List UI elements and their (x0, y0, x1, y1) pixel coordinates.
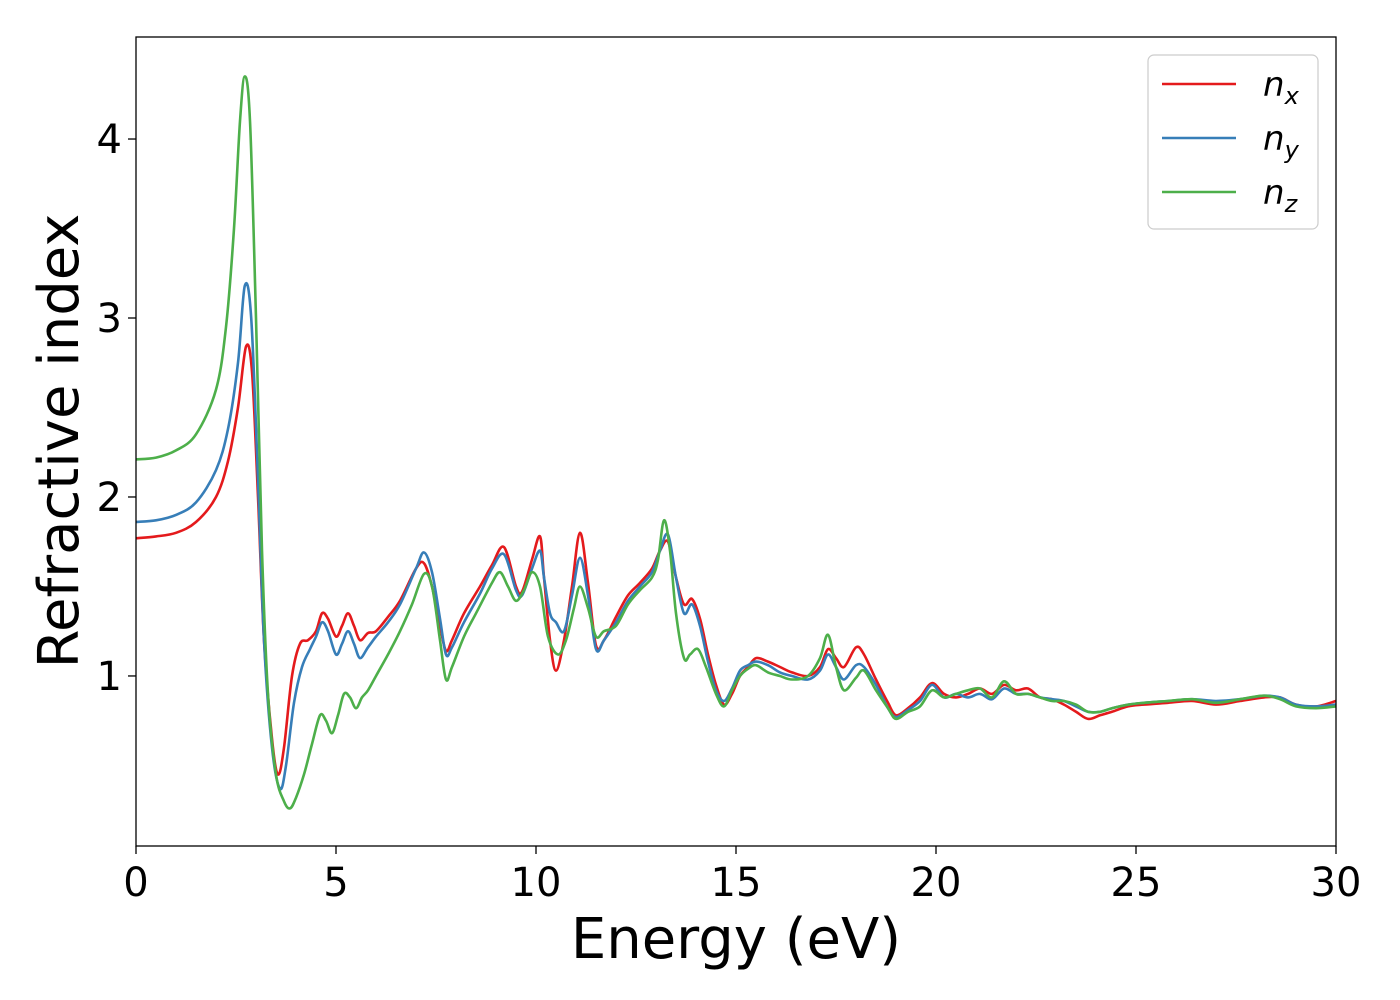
x-tick-label-20: 20 (911, 860, 962, 906)
y-tick-label-4: 4 (97, 117, 122, 163)
y-tick-label-2: 2 (97, 475, 122, 521)
x-tick-label-25: 25 (1111, 860, 1162, 906)
y-tick-label-3: 3 (97, 296, 122, 342)
axis-layer: 0 5 10 15 20 25 30 1 2 3 4 (97, 117, 1362, 906)
series-line-ny (135, 281, 1337, 791)
x-tick-label-15: 15 (711, 860, 762, 906)
x-tick-label-10: 10 (511, 860, 562, 906)
x-tick-label-30: 30 (1311, 860, 1362, 906)
x-tick-label-0: 0 (123, 860, 148, 906)
x-axis-label: Energy (eV) (571, 907, 901, 972)
y-axis-label: Refractive index (27, 214, 92, 669)
series-line-nz (135, 75, 1337, 810)
legend-box (1147, 54, 1319, 230)
series-layer (135, 75, 1337, 810)
series-line-nx (135, 343, 1337, 776)
y-tick-label-1: 1 (97, 654, 122, 700)
x-tick-label-5: 5 (323, 860, 348, 906)
